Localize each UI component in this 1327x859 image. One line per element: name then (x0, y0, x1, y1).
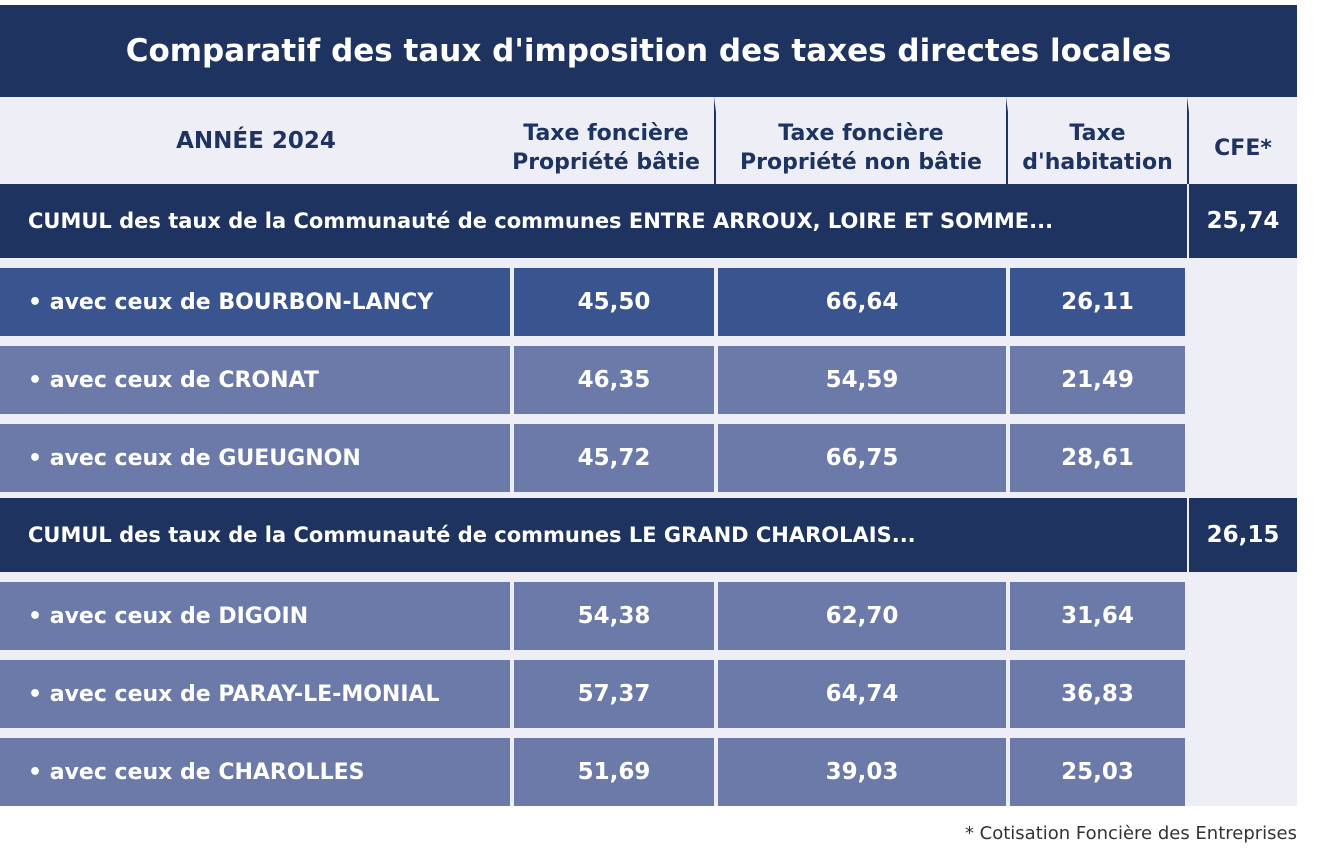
value-cell: 31,64 (1010, 582, 1185, 650)
row-label: • avec ceux de PARAY-LE-MONIAL (28, 681, 440, 707)
group-label: CUMUL des taux de la Communauté de commu… (28, 498, 1178, 572)
row-label: • avec ceux de CRONAT (28, 367, 319, 393)
value: 66,64 (825, 289, 899, 315)
group-row (0, 498, 1297, 572)
row-label: • avec ceux de PARAY-LE-MONIAL (0, 660, 510, 728)
value-cell: 51,69 (514, 738, 714, 806)
value-cell: 62,70 (718, 582, 1006, 650)
value: 39,03 (825, 759, 899, 785)
value-cell: 26,11 (1010, 268, 1185, 336)
cfe-value: 26,15 (1206, 522, 1280, 548)
column-header-line: Propriété bâtie (512, 150, 700, 175)
row-label: • avec ceux de GUEUGNON (28, 445, 361, 471)
value: 54,59 (825, 367, 899, 393)
row-label: • avec ceux de DIGOIN (0, 582, 510, 650)
column-header-line: Taxe foncière (778, 121, 944, 146)
row-label: • avec ceux de DIGOIN (28, 603, 309, 629)
value: 36,83 (1061, 681, 1134, 707)
column-header-line: Taxe (1069, 121, 1126, 146)
title-bar: Comparatif des taux d'imposition des tax… (0, 5, 1297, 97)
value: 45,72 (577, 445, 651, 471)
column-header-line: Taxe foncière (523, 121, 689, 146)
value-cell: 54,59 (718, 346, 1006, 414)
value: 66,75 (825, 445, 899, 471)
footnote: * Cotisation Foncière des Entreprises (700, 816, 1297, 850)
value: 57,37 (577, 681, 651, 707)
year: ANNÉE 2024 (176, 127, 336, 154)
row-label: • avec ceux de GUEUGNON (0, 424, 510, 492)
value: 28,61 (1061, 445, 1134, 471)
value-cell: 36,83 (1010, 660, 1185, 728)
value-cell: 64,74 (718, 660, 1006, 728)
title: Comparatif des taux d'imposition des tax… (125, 33, 1172, 69)
footnote: * Cotisation Foncière des Entreprises (964, 822, 1297, 844)
group-label: CUMUL des taux de la Communauté de commu… (28, 209, 1054, 233)
column-header-line: d'habitation (1022, 150, 1173, 175)
cfe-value: 25,74 (1206, 208, 1280, 234)
value-cell: 66,75 (718, 424, 1006, 492)
value-cell: 45,72 (514, 424, 714, 492)
value-cell: 46,35 (514, 346, 714, 414)
group-label: CUMUL des taux de la Communauté de commu… (28, 523, 916, 547)
value: 51,69 (577, 759, 651, 785)
value-cell: 21,49 (1010, 346, 1185, 414)
year-header: ANNÉE 2024 (0, 97, 512, 184)
value: 31,64 (1061, 603, 1134, 629)
row-label: • avec ceux de CHAROLLES (0, 738, 510, 806)
group-row (0, 184, 1297, 258)
column-header-line: CFE* (1214, 135, 1272, 161)
value-cell: 57,37 (514, 660, 714, 728)
value: 45,50 (577, 289, 651, 315)
value-cell: 28,61 (1010, 424, 1185, 492)
value: 25,03 (1061, 759, 1134, 785)
value: 46,35 (577, 367, 651, 393)
row-label: • avec ceux de CHAROLLES (28, 759, 365, 785)
row-label: • avec ceux de BOURBON-LANCY (0, 268, 510, 336)
row-label: • avec ceux de BOURBON-LANCY (28, 289, 434, 315)
value-cell: 66,64 (718, 268, 1006, 336)
column-header-line: Propriété non bâtie (740, 150, 982, 175)
value: 26,11 (1061, 289, 1134, 315)
row-label: • avec ceux de CRONAT (0, 346, 510, 414)
group-cfe: 25,74 (1187, 184, 1297, 258)
value: 54,38 (577, 603, 651, 629)
value: 64,74 (825, 681, 899, 707)
column-header: Taxe foncière Propriété bâtie (498, 97, 714, 184)
column-header: CFE* (1187, 97, 1297, 184)
group-label: CUMUL des taux de la Communauté de commu… (28, 184, 1178, 258)
value: 21,49 (1061, 367, 1134, 393)
value: 62,70 (825, 603, 899, 629)
column-header: Taxe d'habitation (1006, 97, 1187, 184)
value-cell: 54,38 (514, 582, 714, 650)
value-cell: 25,03 (1010, 738, 1185, 806)
group-cfe: 26,15 (1187, 498, 1297, 572)
column-header: Taxe foncière Propriété non bâtie (714, 97, 1006, 184)
value-cell: 39,03 (718, 738, 1006, 806)
value-cell: 45,50 (514, 268, 714, 336)
